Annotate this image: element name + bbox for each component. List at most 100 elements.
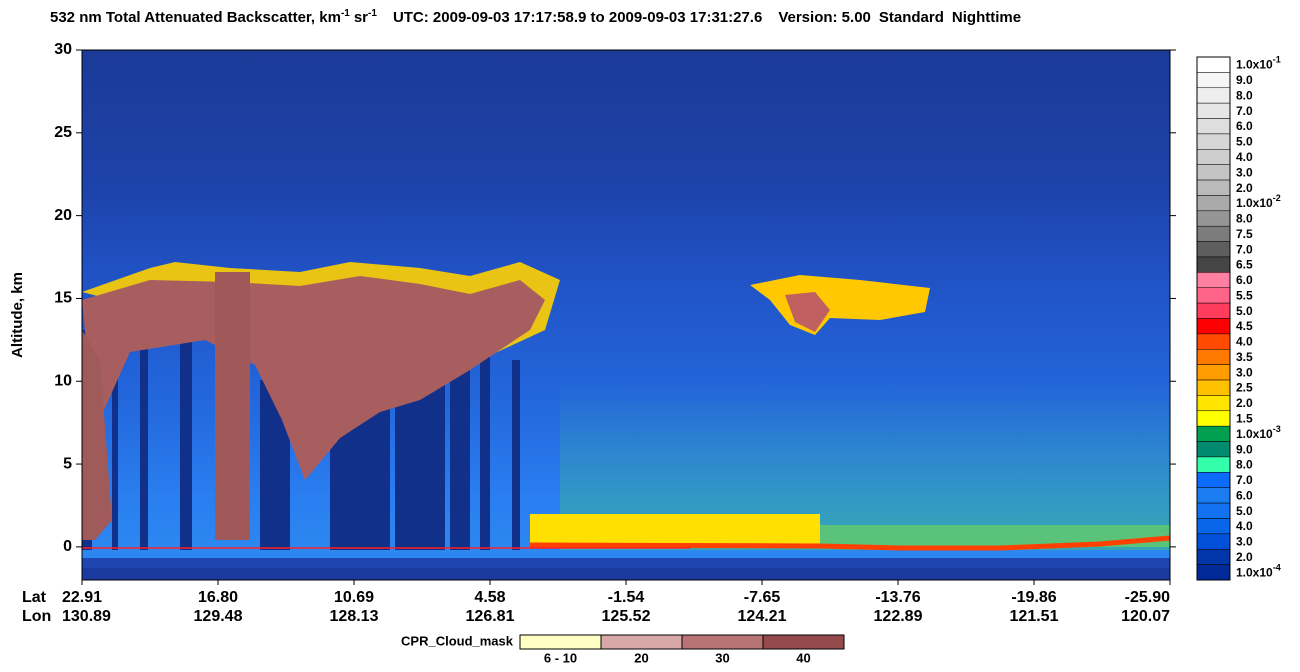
color-label-text: 5.0 (1236, 504, 1253, 518)
color-swatch (1196, 118, 1231, 135)
color-swatch (1196, 87, 1231, 104)
color-label: 2.0 (1236, 181, 1253, 195)
color-label-text: 7.0 (1236, 104, 1253, 118)
color-label-text: 3.0 (1236, 535, 1253, 549)
color-swatch (1196, 410, 1231, 427)
color-swatch (1196, 333, 1231, 350)
color-label: 8.0 (1236, 212, 1253, 226)
color-label: 7.5 (1236, 227, 1253, 241)
color-label: 1.0x10-3 (1236, 424, 1281, 441)
color-swatch (1196, 364, 1231, 381)
y-tick-label: 25 (54, 124, 72, 141)
color-label-text: 1.0x10 (1236, 427, 1273, 441)
x-row-label: Lon (22, 608, 51, 625)
color-label: 1.0x10-4 (1236, 563, 1281, 580)
color-label: 3.0 (1236, 166, 1253, 180)
y-tick-label: 20 (54, 207, 72, 224)
y-tick-label: 10 (54, 372, 72, 389)
title-mode: Standard (879, 9, 944, 26)
color-label-text: 5.0 (1236, 135, 1253, 149)
color-swatch (1196, 456, 1231, 473)
color-swatch (1196, 102, 1231, 119)
color-swatch (1196, 518, 1231, 535)
cloud-mask-entry: 20 (634, 650, 648, 665)
color-label-text: 2.0 (1236, 550, 1253, 564)
color-label-sup: -4 (1273, 563, 1281, 573)
cloud-mask-entry: 40 (796, 650, 810, 665)
y-tick-label: 30 (54, 41, 72, 58)
color-label-sup: -2 (1273, 194, 1281, 204)
x-tick-label: 22.91 (62, 589, 102, 606)
cloud-mask-swatch (519, 634, 602, 650)
color-label-text: 3.5 (1236, 350, 1253, 364)
color-swatch (1196, 179, 1231, 196)
color-label: 8.0 (1236, 89, 1253, 103)
color-swatch (1196, 133, 1231, 150)
color-swatch (1196, 395, 1231, 412)
color-swatch (1196, 272, 1231, 288)
color-swatch (1196, 241, 1231, 258)
color-label: 2.5 (1236, 381, 1253, 395)
color-label: 1.0x10-2 (1236, 194, 1281, 211)
color-label: 5.0 (1236, 304, 1253, 318)
color-label: 2.0 (1236, 550, 1253, 564)
color-label-text: 2.0 (1236, 396, 1253, 410)
color-swatch (1196, 472, 1231, 488)
y-tick-label: 0 (63, 538, 72, 555)
color-label-text: 1.0x10 (1236, 565, 1273, 579)
color-swatch (1196, 425, 1231, 442)
color-label-text: 4.0 (1236, 150, 1253, 164)
color-label: 4.0 (1236, 150, 1253, 164)
title-main: 532 nm Total Attenuated Backscatter, km (50, 9, 341, 26)
color-label-text: 4.0 (1236, 519, 1253, 533)
boundary-layer (530, 514, 820, 546)
x-tick-label: 121.51 (1010, 608, 1059, 625)
cloud-mask-swatch (681, 634, 764, 650)
color-swatch (1196, 487, 1231, 504)
color-label: 5.0 (1236, 504, 1253, 518)
color-label-text: 6.0 (1236, 119, 1253, 133)
title-sup: -1 (368, 8, 377, 19)
color-swatch (1196, 287, 1231, 304)
color-label-text: 7.0 (1236, 242, 1253, 256)
color-label: 3.0 (1236, 535, 1253, 549)
color-label: 4.0 (1236, 519, 1253, 533)
color-label-text: 2.0 (1236, 181, 1253, 195)
x-tick-label: -13.76 (875, 589, 920, 606)
color-swatch (1196, 349, 1231, 365)
cloud-mask-swatch (600, 634, 683, 650)
x-tick-label: 125.52 (602, 608, 651, 625)
color-label: 4.0 (1236, 335, 1253, 349)
x-tick-label: 120.07 (1121, 608, 1170, 625)
x-tick-label: 16.80 (198, 589, 238, 606)
color-swatch (1196, 533, 1231, 550)
color-label-text: 2.5 (1236, 381, 1253, 395)
color-bar-frame (1196, 56, 1231, 581)
x-tick-label: 124.21 (738, 608, 787, 625)
color-swatch (1196, 302, 1231, 319)
x-tick-label: 122.89 (874, 608, 923, 625)
color-label-text: 6.0 (1236, 489, 1253, 503)
x-tick-label: 10.69 (334, 589, 374, 606)
color-label: 6.0 (1236, 273, 1253, 287)
title-time: UTC: 2009-09-03 17:17:58.9 to 2009-09-03… (393, 9, 762, 26)
chart-title: 532 nm Total Attenuated Backscatter, km -… (50, 8, 1021, 26)
color-label: 1.0x10-1 (1236, 55, 1281, 72)
color-swatch (1196, 318, 1231, 335)
color-swatch (1196, 56, 1231, 73)
color-label-text: 9.0 (1236, 442, 1253, 456)
color-swatch (1196, 548, 1231, 565)
color-swatch (1196, 149, 1231, 165)
color-label-text: 8.0 (1236, 89, 1253, 103)
color-label-text: 6.0 (1236, 273, 1253, 287)
color-label: 6.0 (1236, 119, 1253, 133)
color-label-text: 1.0x10 (1236, 58, 1273, 72)
color-label-text: 1.5 (1236, 412, 1253, 426)
cloud-mask (82, 330, 112, 540)
color-label-text: 9.0 (1236, 73, 1253, 87)
color-label: 4.5 (1236, 319, 1253, 333)
cloud-mask-entry: 30 (715, 650, 729, 665)
x-row-label: Lat (22, 589, 47, 606)
